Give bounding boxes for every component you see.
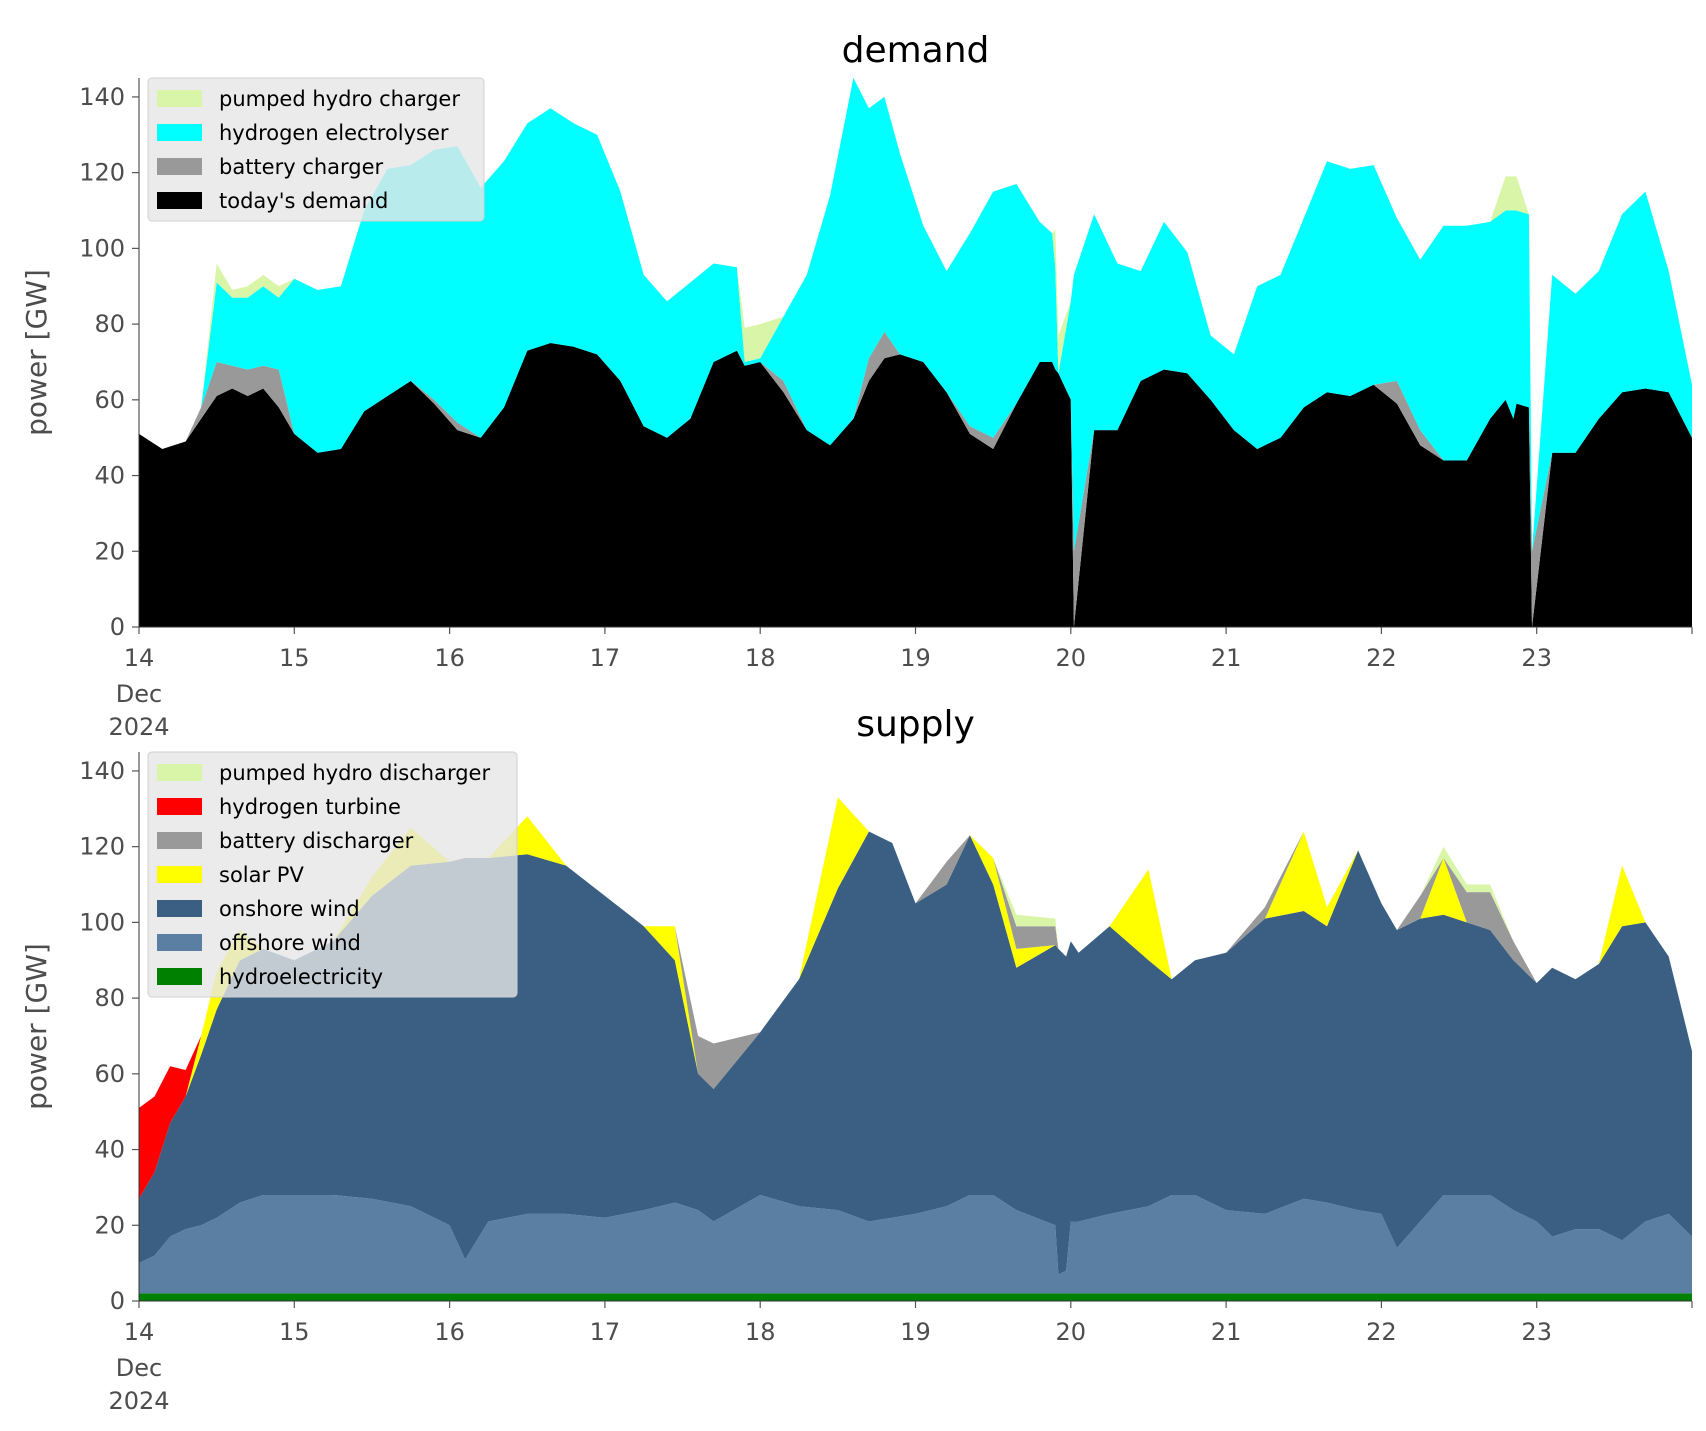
- legend: pumped hydro discharger hydrogen turbine b…: [147, 751, 518, 998]
- x-tick-label: 19: [900, 1318, 931, 1346]
- legend-label: hydrogen turbine: [219, 795, 401, 819]
- chart-title: supply: [856, 704, 975, 745]
- legend-swatch: [157, 798, 202, 815]
- x-tick-label: 20: [1056, 1318, 1087, 1346]
- legend-label: onshore wind: [219, 897, 360, 921]
- x-tick-label: 17: [590, 644, 621, 672]
- y-tick-label: 80: [94, 984, 125, 1012]
- chart-title: demand: [842, 30, 990, 71]
- area-hydroelectricity: [139, 1293, 1692, 1301]
- area-today-s-demand: [139, 343, 1692, 627]
- x-tick-label: 21: [1211, 1318, 1242, 1346]
- x-tick-label: 15: [279, 1318, 310, 1346]
- legend-swatch: [157, 900, 202, 917]
- legend-swatch: [157, 158, 202, 175]
- legend-label: hydroelectricity: [219, 965, 383, 989]
- legend-swatch: [157, 832, 202, 849]
- legend-swatch: [157, 90, 202, 107]
- x-tick-label: 17: [590, 1318, 621, 1346]
- x-tick-label: 23: [1521, 1318, 1552, 1346]
- x-tick-label: 20: [1056, 644, 1087, 672]
- x-tick-label: 14: [124, 644, 155, 672]
- y-tick-label: 0: [110, 613, 125, 641]
- x-tick-label: 19: [900, 644, 931, 672]
- legend: pumped hydro charger hydrogen electrolyse…: [147, 77, 485, 222]
- y-tick-label: 40: [94, 1136, 125, 1164]
- y-tick-label: 100: [79, 234, 125, 262]
- legend-swatch: [157, 192, 202, 209]
- area-onshore-wind: [139, 831, 1692, 1275]
- legend-label: offshore wind: [219, 931, 361, 955]
- legend-label: solar PV: [219, 863, 304, 887]
- y-tick-label: 80: [94, 310, 125, 338]
- chart-panel-demand: demand 0 20 40 60 80 100 120 140 14 Dec 2024 15 16 17 1…: [20, 30, 1693, 741]
- y-tick-label: 120: [79, 833, 125, 861]
- legend-label: pumped hydro discharger: [219, 761, 490, 785]
- legend-box: [147, 751, 518, 998]
- legend-swatch: [157, 124, 202, 141]
- x-tick-label: 22: [1366, 1318, 1397, 1346]
- y-tick-label: 40: [94, 462, 125, 490]
- area-offshore-wind: [139, 1195, 1692, 1294]
- y-tick-label: 140: [79, 83, 125, 111]
- legend-swatch: [157, 968, 202, 985]
- x-tick-label: 15: [279, 644, 310, 672]
- y-tick-label: 120: [79, 159, 125, 187]
- legend-label: hydrogen electrolyser: [219, 121, 449, 145]
- y-tick-label: 100: [79, 908, 125, 936]
- x-tick-label: 18: [745, 644, 776, 672]
- y-axis-label: power [GW]: [20, 943, 53, 1110]
- legend-label: battery charger: [219, 155, 384, 179]
- legend-swatch: [157, 764, 202, 781]
- x-tick-sublabel: 2024: [108, 713, 169, 741]
- legend-label: today's demand: [219, 189, 388, 213]
- x-tick-label: 16: [434, 1318, 465, 1346]
- x-tick-sublabel: 2024: [108, 1387, 169, 1415]
- y-tick-label: 60: [94, 1060, 125, 1088]
- legend-swatch: [157, 866, 202, 883]
- x-tick-sublabel: Dec: [116, 680, 162, 708]
- legend-swatch: [157, 934, 202, 951]
- area-hydrogen-electrolyser: [139, 78, 1692, 552]
- x-tick-label: 22: [1366, 644, 1397, 672]
- legend-label: battery discharger: [219, 829, 414, 853]
- y-tick-label: 0: [110, 1287, 125, 1315]
- legend-box: [147, 77, 485, 222]
- legend-label: pumped hydro charger: [219, 87, 460, 111]
- x-tick-label: 21: [1211, 644, 1242, 672]
- area-solar-pv: [139, 797, 1692, 1199]
- x-tick-label: 23: [1521, 644, 1552, 672]
- x-tick-sublabel: Dec: [116, 1354, 162, 1382]
- y-tick-label: 60: [94, 386, 125, 414]
- y-axis-label: power [GW]: [20, 269, 53, 436]
- y-tick-label: 20: [94, 537, 125, 565]
- y-tick-label: 140: [79, 757, 125, 785]
- x-tick-label: 18: [745, 1318, 776, 1346]
- x-tick-label: 16: [434, 644, 465, 672]
- x-tick-label: 14: [124, 1318, 155, 1346]
- chart-panel-supply: supply 0 20 40 60 80 100 120 140 14 Dec 2024 15 16 17 1…: [20, 704, 1693, 1415]
- y-tick-label: 20: [94, 1211, 125, 1239]
